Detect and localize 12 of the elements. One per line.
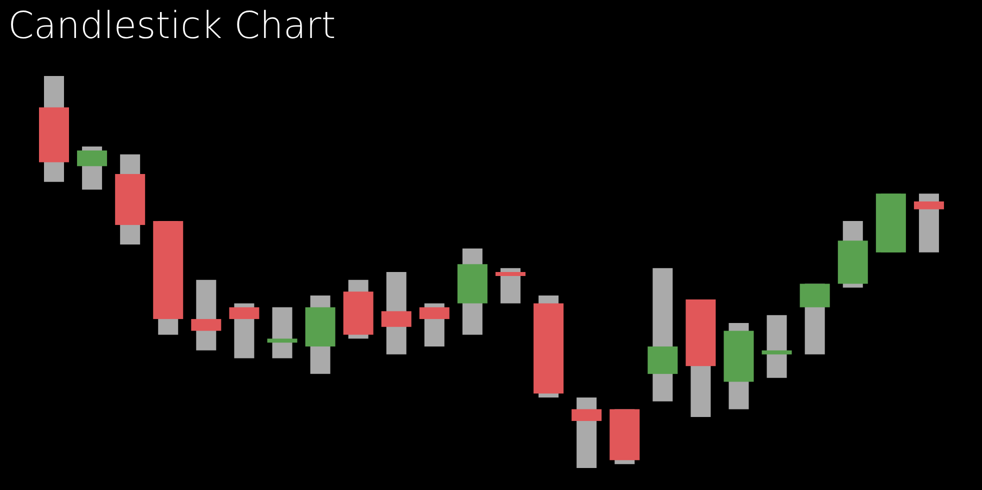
candlestick [267, 307, 298, 358]
candlestick [381, 272, 412, 354]
chart-title: Candlestick Chart [8, 4, 336, 48]
candlestick [648, 268, 678, 402]
candlestick [572, 397, 602, 468]
candlestick [762, 315, 792, 378]
candlestick [419, 303, 450, 346]
candlestick [914, 194, 944, 252]
candlestick [496, 268, 526, 304]
candlestick [229, 303, 260, 358]
candlestick [191, 280, 222, 350]
candlestick [77, 146, 108, 190]
